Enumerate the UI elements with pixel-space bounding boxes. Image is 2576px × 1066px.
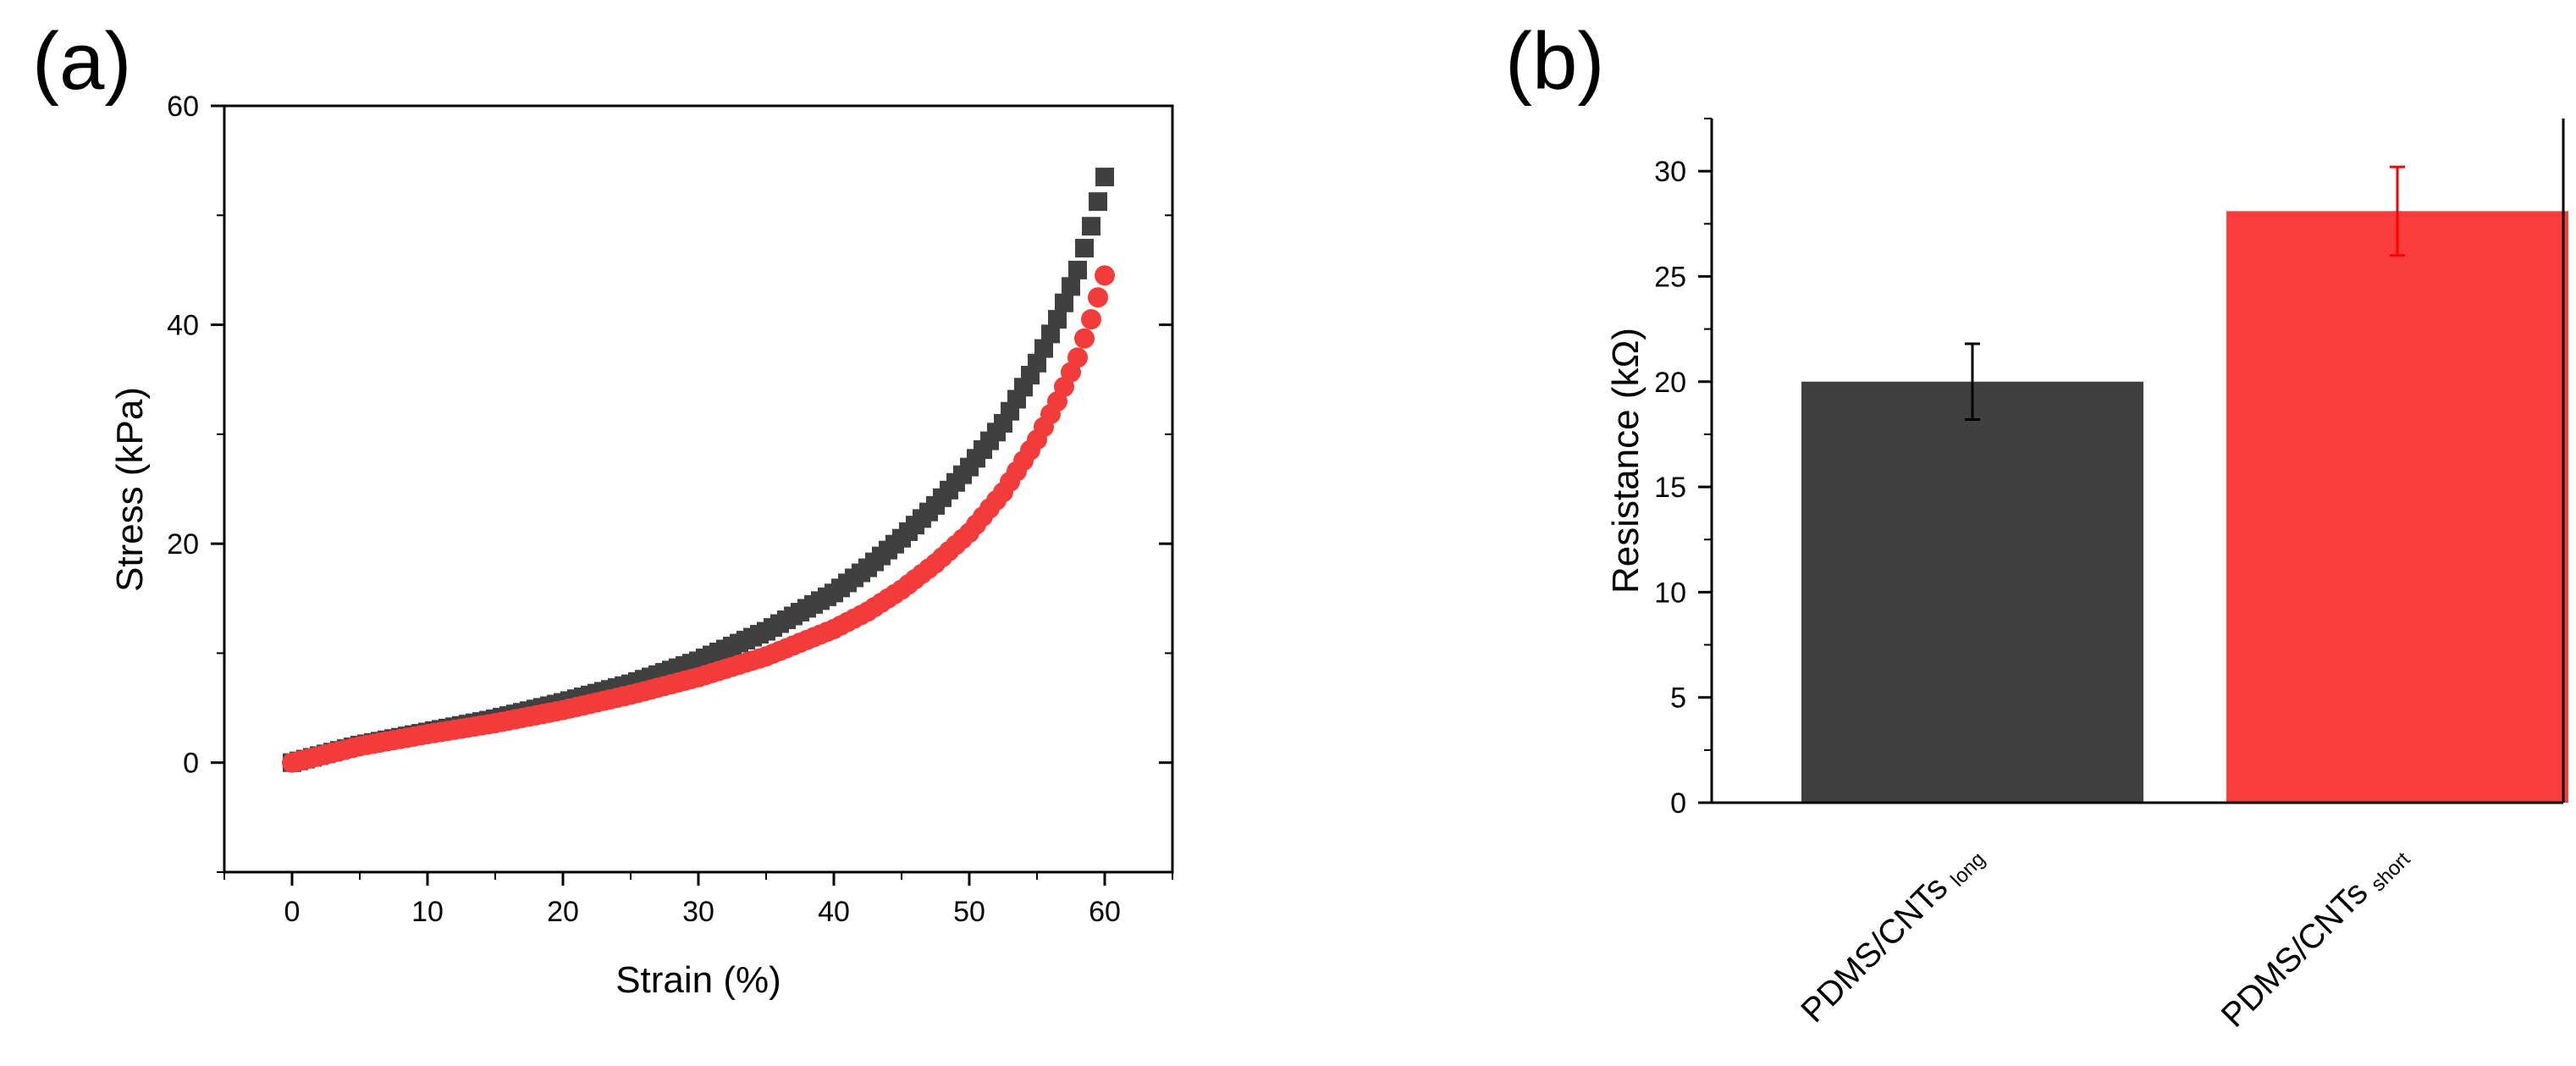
data-point [1095,265,1115,286]
series-short [282,265,1115,773]
y-tick-label: 25 [1654,261,1686,293]
panel-a-label: (a) [32,16,131,107]
data-point [1062,277,1080,296]
y-tick-label: 20 [1654,367,1686,399]
data-point [1028,353,1046,373]
x-tick-label: 0 [284,896,301,928]
data-point [1048,310,1067,329]
y-tick-label: 0 [1670,787,1686,820]
data-point [1055,293,1073,312]
data-point [1041,324,1060,344]
stress-strain-series [282,168,1115,773]
category-label-short: PDMS/CNTsshort [2215,836,2415,1036]
data-point [1082,217,1100,236]
category-subscript: long [1946,848,1989,891]
data-point [1067,347,1088,368]
data-point [1095,168,1114,187]
resistance-bars [1801,165,2568,804]
plot-b-ticks: 0 5 10 15 20 25 30 [1654,118,1712,820]
x-tick-label: 60 [1089,896,1121,928]
y-axis-title: Stress (kPa) [109,387,151,592]
x-tick-label: 40 [818,896,850,928]
x-tick-label: 50 [953,896,985,928]
y-axis-title-resistance: Resistance (kΩ) [1605,328,1647,594]
x-tick-label: 20 [547,896,579,928]
y-tick-label: 30 [1654,156,1686,188]
category-main: PDMS/CNTs [2215,874,2375,1035]
data-point [1034,339,1053,358]
panel-b-label: (b) [1505,16,1604,107]
plot-a-axes: 0 10 20 30 40 50 60 0 20 40 60 [167,91,1173,928]
panel-a-stress-strain-chart: (a) 0 10 20 30 40 50 60 0 20 40 60 Strain (%) Stre… [32,16,1174,1001]
x-tick-label: 10 [411,896,444,928]
data-point [1068,260,1087,279]
y-tick-label: 15 [1654,472,1686,504]
plot-a-frame [223,104,1174,874]
data-point [1074,328,1095,349]
data-point [1089,192,1107,212]
y-tick-label: 60 [167,91,199,123]
y-tick-label: 5 [1670,682,1686,715]
y-tick-label: 10 [1654,577,1686,609]
x-axis-title: Strain (%) [615,959,781,1001]
data-point [1081,309,1101,330]
data-point [1088,287,1108,308]
category-label-long: PDMS/CNTslong [1794,836,1989,1031]
y-tick-label: 0 [183,748,199,780]
y-tick-label: 20 [167,528,199,561]
bar-long [1801,381,2143,803]
data-point [1075,239,1094,258]
bar-short [2226,211,2568,804]
category-subscript: short [2367,848,2415,896]
x-tick-label: 30 [682,896,714,928]
panel-b-resistance-bar-chart: (b) 0 5 10 15 20 25 30 Resistance (kΩ) PDMS/CN… [1505,16,2568,1036]
category-main: PDMS/CNTs [1794,869,1955,1030]
y-tick-label: 40 [167,310,199,342]
